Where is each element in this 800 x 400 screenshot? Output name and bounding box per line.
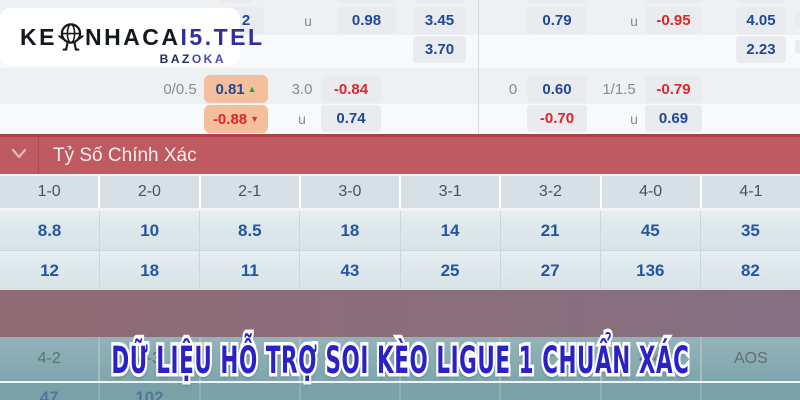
- score-odds-cell[interactable]: 14: [400, 211, 500, 250]
- odds-cell[interactable]: 0.79: [527, 7, 587, 34]
- score-odds-cell[interactable]: 136: [600, 251, 700, 290]
- cutoff-cell: [414, 0, 466, 3]
- cutoff-cell: [795, 40, 800, 53]
- cutoff-cell: [795, 13, 800, 26]
- odds-cell[interactable]: -0.84: [321, 76, 381, 103]
- score-odds-cell[interactable]: 27: [500, 251, 600, 290]
- collapse-toggle[interactable]: [0, 137, 39, 174]
- odds-cell[interactable]: 2.23: [736, 36, 786, 63]
- score-col-header: 3-2: [501, 176, 600, 208]
- score-odds-cell[interactable]: 82: [700, 251, 800, 290]
- score-odds-cell[interactable]: [601, 383, 700, 400]
- score-col-header: 3-1: [401, 176, 500, 208]
- under-label: u: [304, 12, 312, 29]
- score-odds-cell[interactable]: 45: [600, 211, 700, 250]
- score-odds-cell[interactable]: 35: [700, 211, 800, 250]
- odds-cell[interactable]: 4.05: [736, 7, 786, 34]
- handicap-label: 0: [508, 81, 518, 98]
- odds-cell[interactable]: 0.74: [321, 105, 381, 132]
- score-header-row: 1-0 2-0 2-1 3-0 3-1 3-2 4-0 4-1: [0, 176, 800, 208]
- arrow-down-icon: ▼: [250, 113, 260, 124]
- score-odds-cell[interactable]: 18: [300, 211, 400, 250]
- handicap-label: 3.0: [291, 81, 313, 98]
- score-col-header: 4-2: [0, 337, 99, 381]
- logo-text-middle: NHACA: [84, 23, 181, 50]
- score-odds-grid: 8.8 10 8.5 18 14 21 45 35 12 18 11 43 25…: [0, 211, 800, 290]
- score-col-header: 4-0: [601, 176, 700, 208]
- score-odds-cell[interactable]: [200, 383, 299, 400]
- correct-score-section-bar[interactable]: Tỷ Số Chính Xác: [0, 134, 800, 174]
- chevron-down-icon: [10, 147, 28, 165]
- score-odds-cell[interactable]: [401, 383, 500, 400]
- odds-cell[interactable]: 0.69: [645, 105, 702, 132]
- logo-wordmark: KE NHACA I5.TEL: [20, 22, 265, 52]
- score-col-header: 2-1: [200, 176, 299, 208]
- site-logo[interactable]: KE NHACA I5.TEL: [0, 8, 262, 66]
- cutoff-cell: [737, 0, 786, 3]
- odds-cell[interactable]: -0.70: [527, 105, 587, 132]
- handicap-label: 1/1.5: [602, 81, 636, 98]
- odds-cell[interactable]: -0.79: [645, 76, 702, 103]
- score-odds-cell[interactable]: 11: [200, 251, 300, 290]
- arrow-up-icon: ▲: [247, 83, 257, 94]
- score-odds-cell[interactable]: [300, 383, 399, 400]
- odds-cell[interactable]: 0.98: [337, 7, 396, 34]
- under-label: u: [298, 110, 306, 127]
- score-odds-cell[interactable]: 8.5: [200, 211, 300, 250]
- score-col-header: AOS: [701, 337, 800, 381]
- score-odds-cell[interactable]: 102: [100, 383, 199, 400]
- logo-text-prefix: KE: [20, 23, 57, 50]
- score-col-header: [501, 337, 600, 381]
- section-title: Tỷ Số Chính Xác: [53, 144, 197, 166]
- odds-cell[interactable]: -0.95: [645, 7, 702, 34]
- odds-cell[interactable]: 3.70: [413, 36, 466, 63]
- score-col-header: [300, 337, 399, 381]
- score-odds-cell[interactable]: 21: [500, 211, 600, 250]
- score-odds-cell[interactable]: [501, 383, 600, 400]
- score-odds-cell[interactable]: 8.8: [0, 211, 100, 250]
- score-col-header: 4-3: [100, 337, 199, 381]
- score-header-row-2: 4-2 4-3 4-4 AOS: [0, 337, 800, 381]
- score-col-header: 4-1: [701, 176, 800, 208]
- logo-text-suffix: I5.TEL: [180, 23, 265, 50]
- score-odds-cell[interactable]: 25: [400, 251, 500, 290]
- globe-mascot-icon: [58, 22, 84, 52]
- score-col-header: 3-0: [300, 176, 399, 208]
- score-odds-cell[interactable]: [701, 383, 800, 400]
- watermark-band: [0, 290, 800, 337]
- cutoff-cell: [527, 0, 587, 3]
- score-odds-cell[interactable]: 18: [100, 251, 200, 290]
- odds-cell[interactable]: 0.60: [527, 76, 587, 103]
- score-odds-cell[interactable]: 43: [300, 251, 400, 290]
- odds-column-divider: [478, 0, 479, 134]
- score-col-header: [401, 337, 500, 381]
- cutoff-cell: [645, 0, 701, 3]
- score-col-header: [200, 337, 299, 381]
- score-col-header: 1-0: [0, 176, 99, 208]
- handicap-label: 0/0.5: [163, 81, 197, 98]
- score-odds-grid-2: 47 102: [0, 383, 800, 400]
- under-label: u: [630, 110, 638, 127]
- tagline-right: OKA: [191, 52, 226, 66]
- score-odds-cell[interactable]: 10: [100, 211, 200, 250]
- odds-cell-highlighted[interactable]: -0.88 ▼: [204, 105, 268, 133]
- score-odds-cell[interactable]: 47: [0, 383, 99, 400]
- odds-cell[interactable]: 3.45: [413, 7, 466, 34]
- odds-value: -0.88: [212, 110, 248, 128]
- logo-tagline: BAZOKA: [160, 52, 226, 66]
- tagline-left: BAZ: [159, 52, 192, 66]
- score-col-header: 4-4: [601, 337, 700, 381]
- odds-value: 0.81: [215, 80, 245, 98]
- cutoff-cell: [338, 0, 396, 3]
- score-odds-cell[interactable]: 12: [0, 251, 100, 290]
- odds-cell-highlighted[interactable]: 0.81 ▲: [204, 75, 268, 103]
- score-col-header: 2-0: [100, 176, 199, 208]
- cutoff-cell: [220, 0, 252, 3]
- under-label: u: [630, 12, 638, 29]
